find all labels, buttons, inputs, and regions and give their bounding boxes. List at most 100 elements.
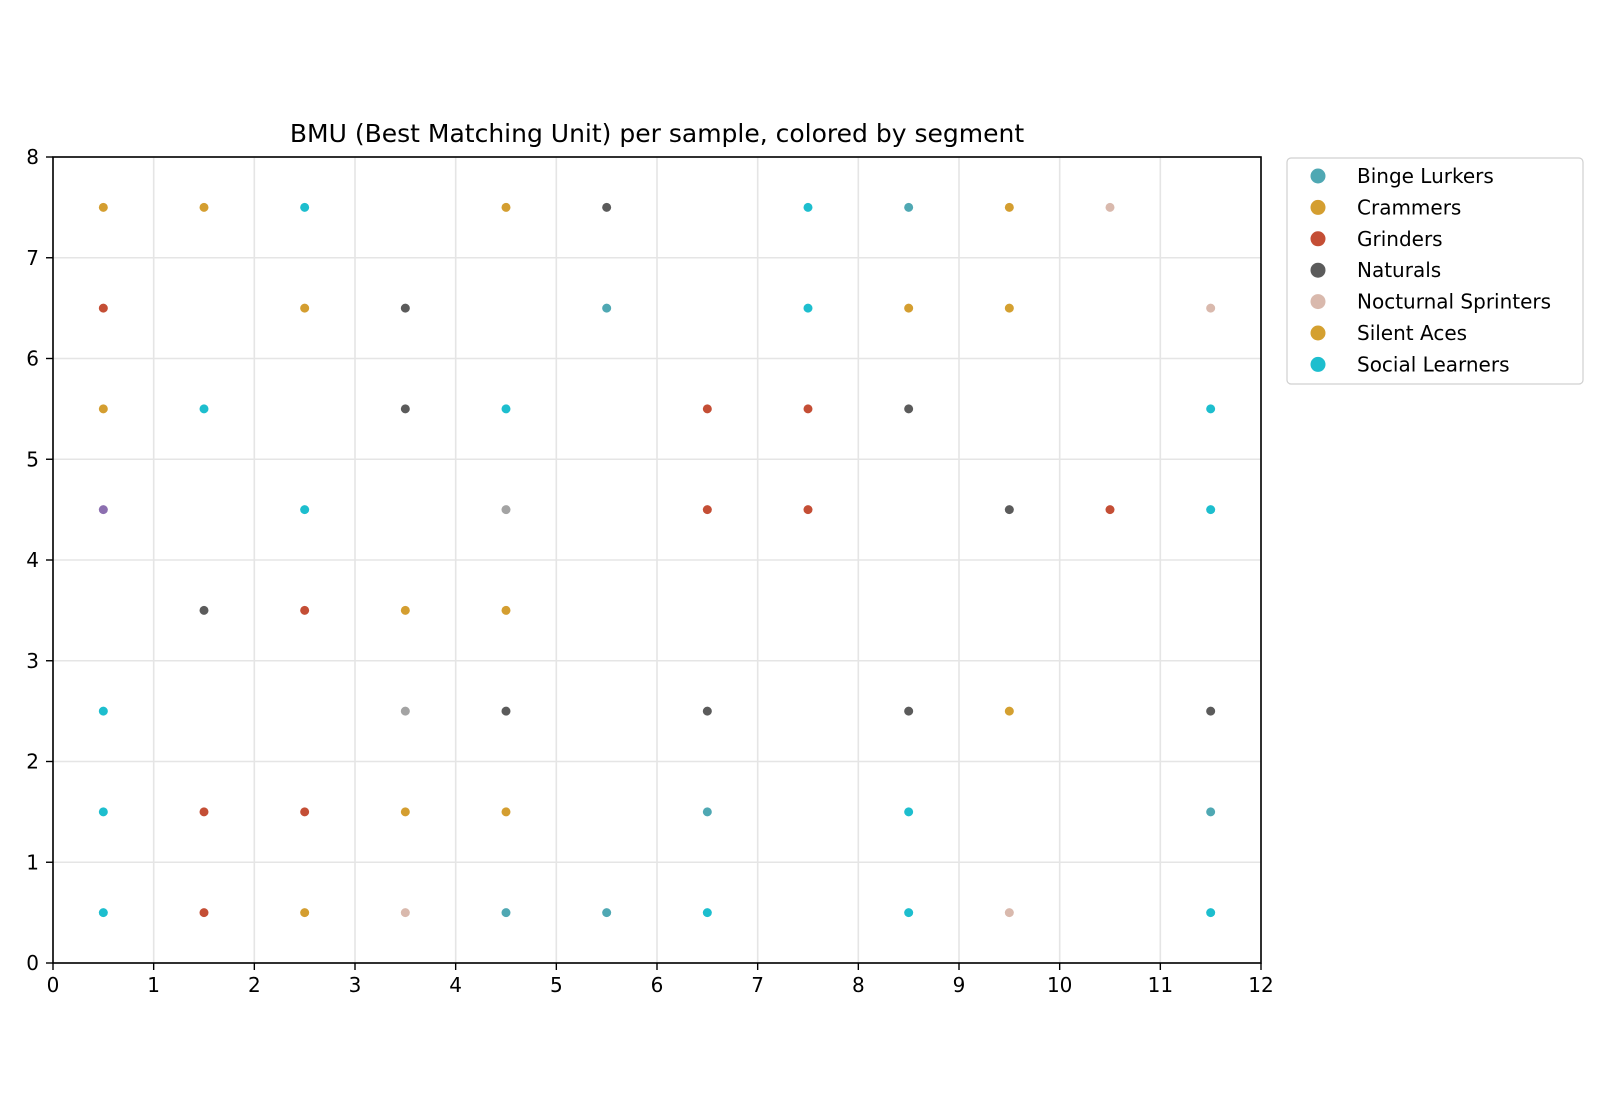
x-axis: 0 1 2 3 4 5 6 7 8 9 10 11 12 [47, 963, 1274, 997]
data-point [1206, 908, 1216, 918]
data-point [199, 908, 209, 918]
data-point [803, 505, 813, 515]
data-point [400, 706, 410, 716]
data-point [98, 706, 108, 716]
y-tick-label: 2 [26, 750, 39, 774]
data-point [702, 908, 712, 918]
data-point [199, 202, 209, 212]
legend-label: Nocturnal Sprinters [1357, 290, 1551, 314]
chart-title: BMU (Best Matching Unit) per sample, col… [290, 119, 1024, 148]
data-point [1206, 706, 1216, 716]
data-point [602, 303, 612, 313]
x-tick-label: 8 [852, 973, 865, 997]
data-point [300, 807, 310, 817]
data-point [702, 505, 712, 515]
x-tick-label: 1 [147, 973, 160, 997]
data-point [199, 807, 209, 817]
legend-marker [1310, 199, 1326, 215]
x-tick-label: 10 [1047, 973, 1072, 997]
data-point [1004, 505, 1014, 515]
data-point [702, 706, 712, 716]
x-tick-label: 6 [651, 973, 664, 997]
data-point [501, 908, 511, 918]
data-point [501, 505, 511, 515]
x-tick-label: 0 [47, 973, 60, 997]
x-tick-label: 7 [751, 973, 764, 997]
y-tick-label: 0 [26, 951, 39, 975]
data-point [904, 807, 914, 817]
data-point [501, 605, 511, 615]
x-tick-label: 2 [248, 973, 261, 997]
legend-marker [1310, 356, 1326, 372]
data-point [300, 303, 310, 313]
data-points [98, 202, 1216, 918]
data-point [98, 505, 108, 515]
legend-label: Social Learners [1357, 352, 1510, 376]
legend-label: Naturals [1357, 258, 1441, 282]
legend-marker [1310, 325, 1326, 341]
data-point [904, 404, 914, 414]
data-point [602, 908, 612, 918]
data-point [702, 404, 712, 414]
data-point [1004, 303, 1014, 313]
y-tick-label: 5 [26, 447, 39, 471]
data-point [300, 505, 310, 515]
x-tick-label: 9 [953, 973, 966, 997]
data-point [400, 404, 410, 414]
data-point [1206, 505, 1216, 515]
data-point [1105, 202, 1115, 212]
data-point [501, 404, 511, 414]
data-point [300, 202, 310, 212]
data-point [1004, 202, 1014, 212]
x-tick-label: 5 [550, 973, 563, 997]
data-point [1105, 505, 1115, 515]
data-point [803, 202, 813, 212]
data-point [400, 807, 410, 817]
y-tick-label: 6 [26, 347, 39, 371]
data-point [904, 908, 914, 918]
data-point [98, 807, 108, 817]
x-tick-label: 4 [449, 973, 462, 997]
data-point [400, 908, 410, 918]
legend-label: Binge Lurkers [1357, 164, 1494, 188]
data-point [300, 908, 310, 918]
data-point [199, 605, 209, 615]
data-point [702, 807, 712, 817]
data-point [904, 303, 914, 313]
legend-marker [1310, 168, 1326, 184]
data-point [803, 404, 813, 414]
data-point [300, 605, 310, 615]
legend-label: Crammers [1357, 195, 1461, 219]
x-tick-label: 11 [1148, 973, 1173, 997]
data-point [1004, 706, 1014, 716]
legend-label: Grinders [1357, 227, 1443, 251]
data-point [1004, 908, 1014, 918]
data-point [904, 706, 914, 716]
y-tick-label: 1 [26, 850, 39, 874]
data-point [904, 202, 914, 212]
legend-marker [1310, 231, 1326, 247]
data-point [98, 303, 108, 313]
y-axis: 0 1 2 3 4 5 6 7 8 [26, 145, 53, 975]
data-point [501, 807, 511, 817]
legend-marker [1310, 262, 1326, 278]
y-tick-label: 4 [26, 548, 39, 572]
data-point [1206, 807, 1216, 817]
x-tick-label: 12 [1248, 973, 1273, 997]
data-point [501, 202, 511, 212]
data-point [1206, 404, 1216, 414]
legend-label: Silent Aces [1357, 321, 1467, 345]
legend-marker [1310, 294, 1326, 310]
data-point [98, 202, 108, 212]
y-tick-label: 7 [26, 246, 39, 270]
data-point [803, 303, 813, 313]
data-point [98, 404, 108, 414]
data-point [501, 706, 511, 716]
data-point [98, 908, 108, 918]
legend-frame [1286, 157, 1584, 385]
y-tick-label: 8 [26, 145, 39, 169]
x-tick-label: 3 [349, 973, 362, 997]
data-point [199, 404, 209, 414]
data-point [602, 202, 612, 212]
